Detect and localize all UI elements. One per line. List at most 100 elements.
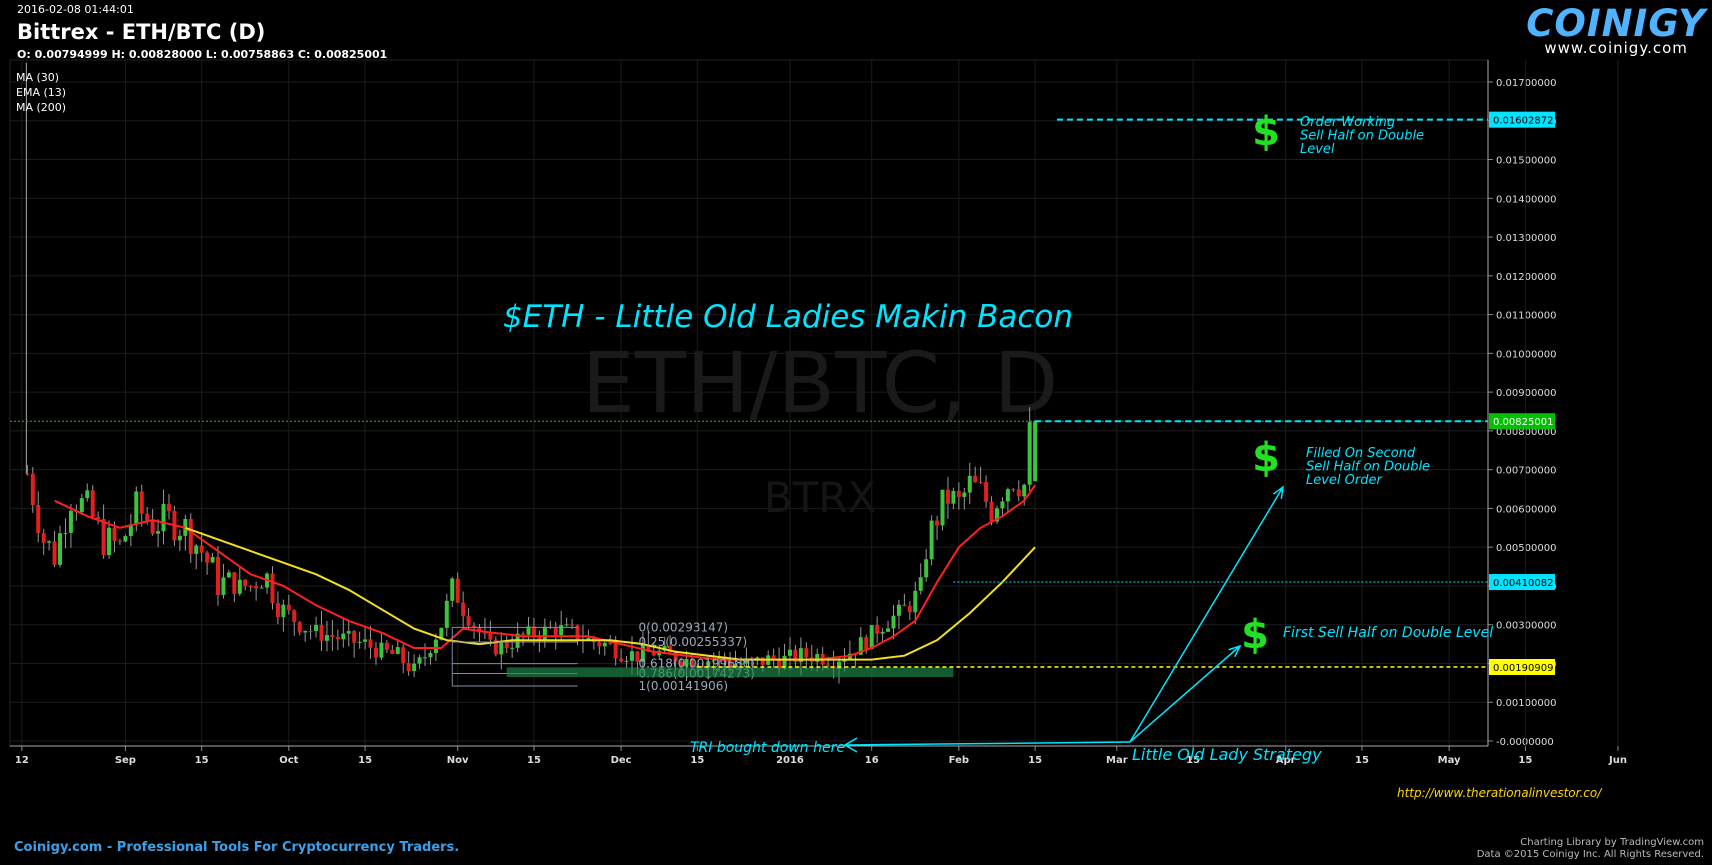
x-tick-label: 15: [195, 755, 209, 766]
candle-body: [346, 631, 351, 634]
y-tick-label: 0.01000000: [1496, 349, 1556, 360]
candle-body: [597, 642, 602, 647]
candle-body: [205, 552, 210, 563]
candle-body: [226, 572, 231, 578]
candle-body: [199, 545, 204, 553]
arrow-to-tri: [844, 741, 1131, 746]
candle-body: [869, 625, 874, 650]
candle-body: [466, 616, 471, 626]
candle-body: [989, 501, 994, 522]
candle-body: [679, 661, 684, 667]
candle-body: [608, 642, 613, 644]
candle-body: [314, 624, 319, 631]
tradingview-credit[interactable]: Charting Library by TradingView.com: [1520, 837, 1704, 848]
footer-credits: Charting Library by TradingView.com Data…: [1477, 837, 1704, 861]
candle-body: [123, 536, 128, 542]
candle-body: [684, 658, 689, 667]
candle-body: [504, 641, 509, 649]
candle-body: [1000, 501, 1005, 509]
x-tick-label: 15: [1355, 755, 1369, 766]
candle-body: [482, 632, 487, 634]
series-line-ema-13-[interactable]: [54, 484, 1036, 661]
candle-body: [368, 639, 373, 648]
candle-body: [711, 660, 716, 662]
dollar-sign-icon: $: [1252, 109, 1280, 155]
candle-body: [962, 492, 967, 497]
candle-body: [760, 657, 765, 665]
candle-body: [526, 626, 531, 635]
order-working-text: Level: [1300, 142, 1335, 157]
candle-body: [984, 482, 989, 502]
candle-body: [292, 610, 297, 623]
price-tag[interactable]: [1489, 658, 1555, 675]
candle-body: [689, 658, 694, 668]
candle-body: [488, 633, 493, 640]
candle-body: [1027, 422, 1032, 485]
strategy-text: Little Old Lady Strategy: [1132, 745, 1322, 764]
x-tick-label: 15: [690, 755, 704, 766]
candle-body: [96, 516, 101, 519]
candle-body: [390, 649, 395, 654]
candle-body: [41, 533, 46, 543]
y-tick-label: 0.00100000: [1496, 698, 1556, 709]
candle-body: [281, 604, 286, 618]
candle-body: [640, 645, 645, 662]
plot-area[interactable]: [9, 59, 1489, 747]
candle-body: [373, 647, 378, 658]
arrow-to-tri-head: [843, 737, 858, 753]
logo-url: www.coinigy.com: [1544, 39, 1688, 57]
y-tick-label: 0.01100000: [1496, 311, 1556, 322]
indicator-ma200[interactable]: MA (200): [16, 101, 67, 114]
arrow-to-first-sell: [1129, 645, 1241, 743]
footer-tagline[interactable]: Coinigy.com - Professional Tools For Cry…: [14, 840, 460, 855]
candle-body: [395, 647, 400, 654]
indicator-ema13[interactable]: EMA (13): [16, 86, 67, 99]
candle-body: [428, 653, 433, 658]
candle-body: [880, 631, 885, 634]
candle-body: [826, 664, 831, 666]
candle-body: [455, 578, 460, 603]
tri-buy-zone[interactable]: [506, 667, 954, 678]
candle-body: [875, 625, 880, 634]
candle-body: [384, 642, 389, 650]
x-tick-label: Mar: [1106, 755, 1128, 766]
candle-body: [444, 600, 449, 628]
candle-body: [177, 535, 182, 541]
y-tick-label: 0.01500000: [1496, 156, 1556, 167]
price-tag[interactable]: [1489, 574, 1555, 591]
candle-body: [918, 577, 923, 591]
candle-body: [221, 577, 226, 595]
coinigy-logo[interactable]: COINIGY www.coinigy.com: [1526, 2, 1706, 57]
candle-body: [68, 510, 73, 533]
series-line-ma-30-[interactable]: [184, 526, 1036, 661]
candle-body: [973, 475, 978, 483]
x-tick-label: Dec: [611, 755, 632, 766]
candle-body: [90, 490, 95, 517]
candle-body: [624, 660, 629, 662]
candle-body: [319, 624, 324, 641]
candle-body: [417, 657, 422, 664]
chart-symbol-title[interactable]: Bittrex - ETH/BTC (D): [17, 20, 266, 44]
candle-body: [787, 649, 792, 656]
copyright: Data ©2015 Coinigy Inc. All Rights Reser…: [1476, 849, 1704, 860]
timestamp: 2016-02-08 01:44:01: [17, 3, 134, 16]
price-tag[interactable]: [1489, 413, 1555, 430]
order-working-text: Sell Half on Double: [1300, 129, 1424, 144]
x-tick-label: Apr: [1276, 755, 1296, 766]
candle-body: [401, 647, 406, 663]
candle-body: [542, 626, 547, 640]
candle-body: [619, 658, 624, 662]
logo-wordmark: COINIGY: [1526, 2, 1706, 45]
filled-order-text: Sell Half on Double: [1306, 460, 1430, 475]
candle-body: [896, 604, 901, 616]
candle-body: [771, 655, 776, 660]
arrow-to-first-sell-head: [1228, 644, 1242, 658]
candle-body: [237, 579, 242, 594]
candle-body: [25, 473, 30, 475]
candle-body: [510, 647, 515, 649]
candle-body: [308, 630, 313, 632]
price-tag[interactable]: [1489, 111, 1555, 128]
indicator-ma30[interactable]: MA (30): [16, 71, 60, 84]
candle-body: [956, 490, 961, 497]
